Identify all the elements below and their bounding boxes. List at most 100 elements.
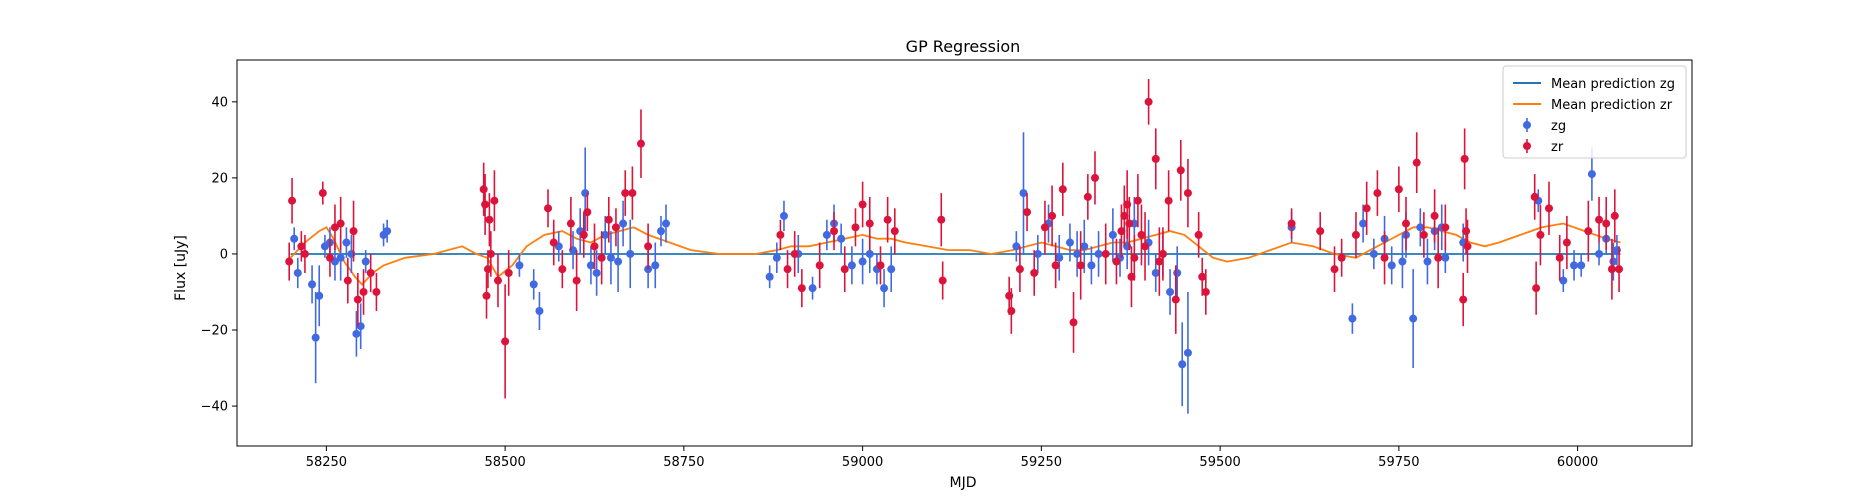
data-point-zr bbox=[285, 257, 294, 266]
legend: Mean prediction zg Mean prediction zr zg zr bbox=[1502, 65, 1687, 159]
data-point-zg bbox=[1055, 253, 1064, 262]
data-point-zg bbox=[1094, 249, 1103, 258]
legend-label-zg: zg bbox=[1551, 119, 1566, 134]
data-point-zr bbox=[318, 189, 327, 198]
y-tick-label: −40 bbox=[201, 400, 228, 415]
data-point-zr bbox=[359, 287, 368, 296]
data-point-zr bbox=[1058, 185, 1067, 194]
data-point-zg bbox=[837, 234, 846, 243]
data-point-zr bbox=[566, 219, 575, 228]
data-point-zr bbox=[815, 261, 824, 270]
legend-label-mean-prediction-zr: Mean prediction zr bbox=[1551, 98, 1673, 113]
data-point-zg bbox=[383, 227, 392, 236]
data-point-zg bbox=[822, 230, 831, 239]
data-point-zr bbox=[1040, 223, 1049, 232]
data-point-zr bbox=[1083, 192, 1092, 201]
data-point-zr bbox=[330, 223, 339, 232]
data-point-zr bbox=[1362, 204, 1371, 213]
data-point-zg bbox=[1151, 268, 1160, 277]
data-point-zg bbox=[1387, 261, 1396, 270]
data-point-zg bbox=[1595, 249, 1604, 258]
data-point-zr bbox=[1373, 189, 1382, 198]
data-point-zr bbox=[1201, 287, 1210, 296]
data-point-zr bbox=[486, 249, 495, 258]
data-point-zr bbox=[1194, 230, 1203, 239]
data-point-zg bbox=[290, 234, 299, 243]
data-point-zg bbox=[772, 253, 781, 262]
data-point-zr bbox=[343, 276, 352, 285]
data-point-zg bbox=[765, 272, 774, 281]
chart-title: GP Regression bbox=[906, 37, 1021, 56]
data-point-zr bbox=[776, 230, 785, 239]
data-point-zr bbox=[890, 227, 899, 236]
data-point-zg bbox=[1166, 287, 1175, 296]
legend-label-mean-prediction-zg: Mean prediction zg bbox=[1551, 77, 1675, 92]
data-point-zr bbox=[1051, 261, 1060, 270]
data-point-zr bbox=[783, 265, 792, 274]
data-point-zr bbox=[1137, 230, 1146, 239]
data-point-zg bbox=[858, 257, 867, 266]
data-point-zr bbox=[1441, 223, 1450, 232]
data-point-zg bbox=[308, 280, 317, 289]
y-tick-label: 0 bbox=[220, 247, 228, 262]
data-point-zr bbox=[1164, 196, 1173, 205]
data-point-zr bbox=[300, 249, 309, 258]
data-point-zg bbox=[1441, 253, 1450, 262]
data-point-zg bbox=[361, 257, 370, 266]
data-point-zr bbox=[1048, 211, 1057, 220]
data-point-zg bbox=[808, 284, 817, 293]
data-point-zg bbox=[1409, 314, 1418, 323]
data-point-zg bbox=[342, 238, 351, 247]
data-point-zg bbox=[356, 322, 365, 331]
data-point-zg bbox=[1073, 249, 1082, 258]
data-point-zg bbox=[1065, 238, 1074, 247]
data-point-zr bbox=[597, 253, 606, 262]
data-point-zr bbox=[636, 139, 645, 148]
data-point-zg bbox=[614, 257, 623, 266]
data-point-zr bbox=[840, 265, 849, 274]
data-point-zr bbox=[621, 189, 630, 198]
data-point-zr bbox=[1112, 257, 1121, 266]
data-point-zr bbox=[937, 215, 946, 224]
data-point-zr bbox=[579, 230, 588, 239]
data-point-zr bbox=[493, 276, 502, 285]
data-point-zr bbox=[501, 337, 510, 346]
data-point-zr bbox=[1595, 215, 1604, 224]
data-point-zr bbox=[1434, 253, 1443, 262]
data-point-zr bbox=[1176, 166, 1185, 175]
data-point-zr bbox=[1536, 230, 1545, 239]
data-point-zg bbox=[619, 219, 628, 228]
data-point-zg bbox=[515, 261, 524, 270]
data-point-zr bbox=[1183, 189, 1192, 198]
data-point-zr bbox=[1155, 257, 1164, 266]
data-point-zr bbox=[297, 242, 306, 251]
data-point-zr bbox=[1584, 227, 1593, 236]
data-point-zr bbox=[1555, 253, 1564, 262]
data-point-zg bbox=[315, 291, 324, 300]
data-point-zr bbox=[1351, 230, 1360, 239]
data-point-zg bbox=[293, 268, 302, 277]
data-point-zg bbox=[601, 230, 610, 239]
data-point-zr bbox=[353, 295, 362, 304]
x-tick-label: 58250 bbox=[306, 455, 347, 470]
data-point-zr bbox=[883, 215, 892, 224]
data-point-zr bbox=[549, 238, 558, 247]
data-point-zg bbox=[1012, 242, 1021, 251]
data-point-zr bbox=[1090, 173, 1099, 182]
data-point-zg bbox=[1033, 249, 1042, 258]
data-point-zr bbox=[482, 291, 491, 300]
data-point-zg bbox=[880, 284, 889, 293]
data-point-zr bbox=[481, 200, 490, 209]
data-point-zr bbox=[1120, 211, 1129, 220]
data-point-zr bbox=[1015, 265, 1024, 274]
data-point-zr bbox=[1030, 268, 1039, 277]
y-axis-label: Flux [uJy] bbox=[173, 235, 189, 301]
data-point-zg bbox=[586, 261, 595, 270]
data-point-zr bbox=[1130, 253, 1139, 262]
data-point-zg bbox=[1080, 242, 1089, 251]
data-point-zr bbox=[604, 215, 613, 224]
x-tick-label: 59500 bbox=[1199, 455, 1240, 470]
data-point-zr bbox=[1198, 272, 1207, 281]
data-point-zg bbox=[1577, 261, 1586, 270]
